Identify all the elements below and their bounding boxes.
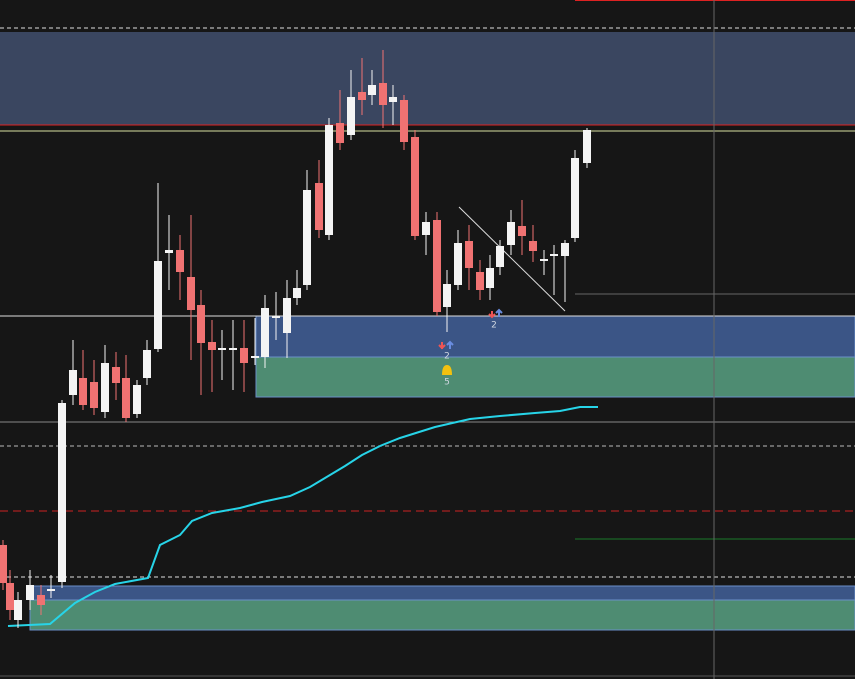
candle-body [303, 190, 311, 285]
candle-body [58, 403, 66, 582]
candle-body [272, 316, 280, 318]
candle-body [283, 298, 291, 333]
alert-bell [442, 365, 452, 375]
candle-body [90, 382, 98, 408]
candle-body [208, 342, 216, 350]
candle-body [315, 183, 323, 230]
candle-body [347, 97, 355, 135]
candle-body [133, 385, 141, 414]
lower-zone-blue [29, 585, 855, 601]
candle-body [293, 288, 301, 298]
candle-body [336, 123, 344, 143]
sell-arrow [488, 311, 496, 319]
candle-body [197, 305, 205, 343]
candle-body [176, 250, 184, 272]
candle-body [37, 595, 45, 605]
candle-body [26, 585, 34, 600]
indicator-line [7, 406, 598, 627]
candle-body [101, 363, 109, 412]
signal-count: 2 [491, 321, 497, 331]
candle-body [261, 308, 269, 357]
signal-count: 2 [444, 352, 450, 362]
candle-body [6, 583, 14, 610]
candle-body [465, 241, 473, 268]
demand-zone-green [255, 356, 855, 398]
candle-body [14, 600, 22, 620]
lower-zone-green [29, 599, 855, 631]
candle-body [143, 350, 151, 378]
candle-body [368, 85, 376, 95]
candle-body [379, 83, 387, 105]
candle-body [165, 250, 173, 253]
trend-line [458, 206, 566, 312]
candle-body [112, 367, 120, 383]
candle-body [325, 125, 333, 235]
candle-body [47, 589, 55, 591]
buy-arrow [495, 308, 503, 317]
candle-body [433, 220, 441, 312]
buy-arrow [446, 340, 454, 349]
candle-body [561, 243, 569, 256]
candle-body [529, 241, 537, 251]
candle-body [422, 222, 430, 235]
candle-body [496, 246, 504, 267]
candle-body [443, 284, 451, 307]
candle-body [79, 378, 87, 405]
candle-body [486, 268, 494, 288]
candle-body [251, 356, 259, 358]
candle-body [507, 222, 515, 245]
candle-body [240, 348, 248, 363]
candle-body [411, 137, 419, 236]
candle-body [154, 261, 162, 349]
candle-body [400, 100, 408, 142]
sell-arrow [438, 342, 446, 350]
candle-body [518, 226, 526, 236]
candle-body [389, 97, 397, 102]
supply-zone [0, 32, 855, 125]
candle-body [550, 254, 558, 256]
candle-body [571, 158, 579, 238]
candles [0, 50, 591, 628]
candle-body [583, 130, 591, 163]
candle-body [540, 259, 548, 261]
demand-zone-blue [255, 315, 855, 358]
candle-body [218, 348, 226, 350]
candle-body [0, 545, 7, 583]
alert-count: 5 [444, 378, 450, 388]
candle-body [122, 378, 130, 418]
candle-body [229, 348, 237, 350]
candle-body [454, 243, 462, 285]
candle-body [476, 272, 484, 290]
candle-body [69, 370, 77, 395]
candle-body [358, 92, 366, 100]
candle-body [187, 277, 195, 310]
